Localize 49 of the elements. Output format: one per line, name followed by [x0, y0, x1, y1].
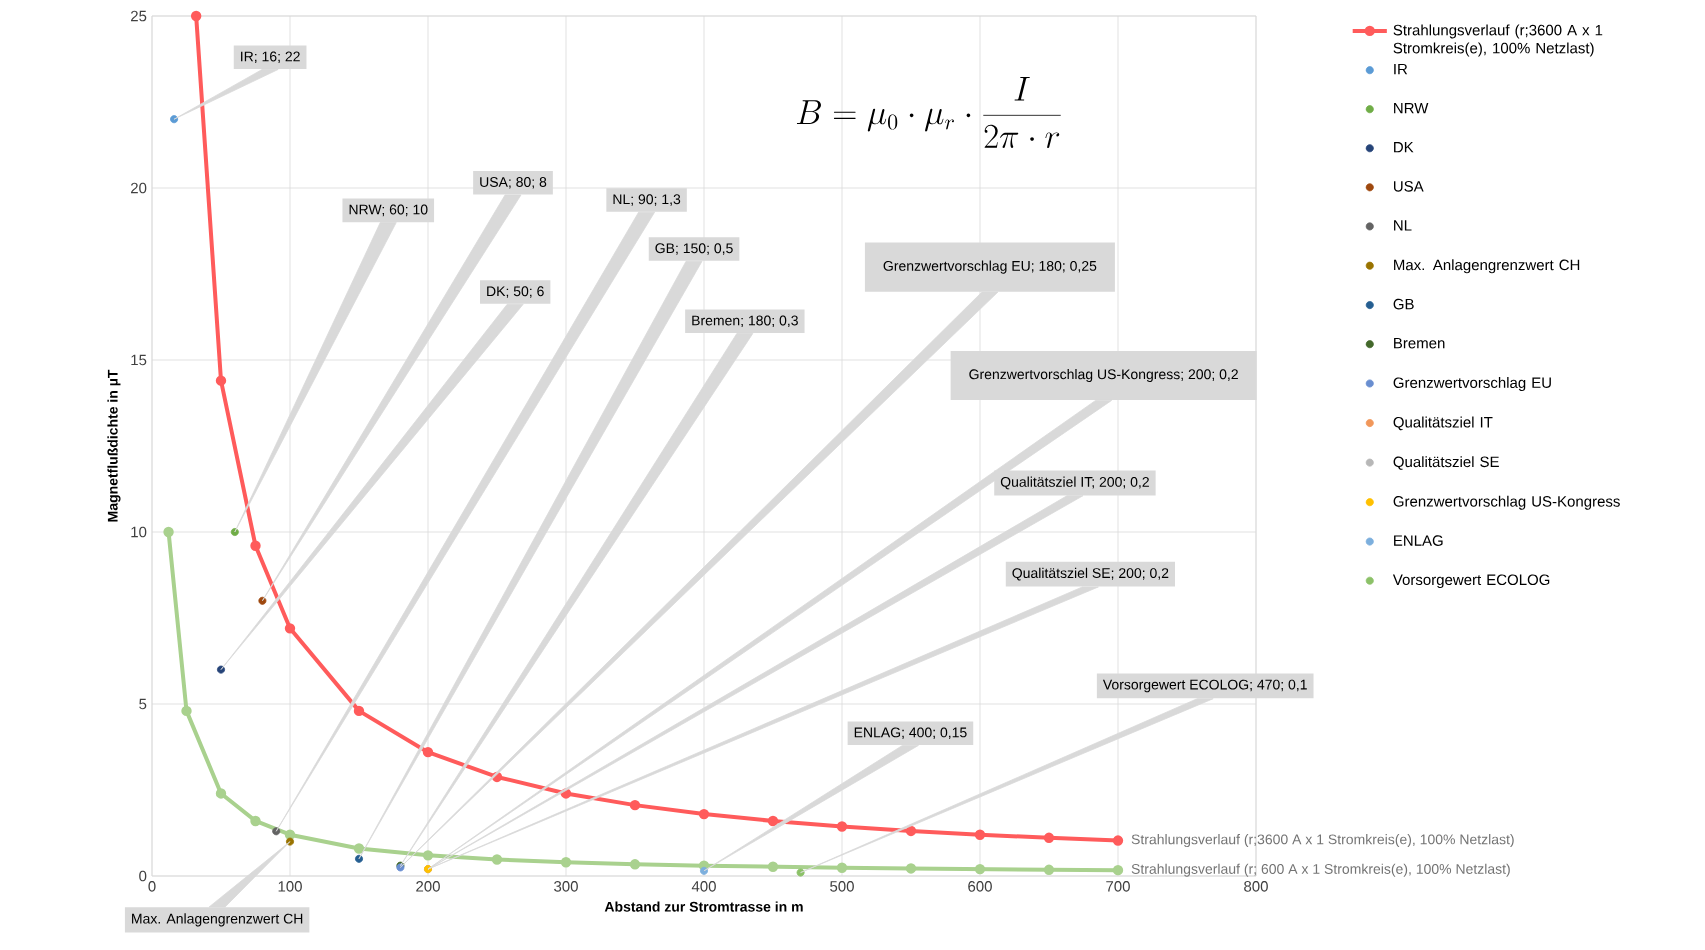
legend-label: GB	[1393, 298, 1414, 310]
y-tick-label: 15	[131, 354, 147, 366]
legend-label: Grenzwertvorschlag EU	[1393, 377, 1551, 391]
y-axis-title: Magnetflußdichte in µT	[107, 369, 121, 522]
legend-label: Strahlungsverlauf (r;3600 A x 1 Stromkreis(e), 100% Netzlast)	[1393, 24, 1603, 57]
x-tick-label: 400	[691, 881, 716, 892]
y-tick-label: 25	[131, 10, 147, 22]
x-tick-label: 700	[1106, 881, 1130, 892]
legend-label: Bremen	[1394, 337, 1445, 349]
annotation: Grenzwertvorschlag EU; 180; 0,25	[883, 260, 1097, 274]
x-tick-label: 100	[278, 881, 302, 892]
legend-label: USA	[1394, 181, 1424, 192]
annotation: DK; 50; 6	[487, 286, 544, 298]
annotation: $B = \mu_0 \cdot \mu_r \cdot \frac{I}{2\pi \cdot r}$	[796, 76, 1061, 149]
y-tick-label: 10	[131, 526, 147, 538]
y-tick-label: 20	[131, 182, 147, 194]
legend-label: Vorsorgewert ECOLOG	[1392, 574, 1550, 589]
x-tick-label: 600	[968, 881, 992, 892]
y-tick-label: 0	[139, 870, 147, 882]
annotation: Qualitätsziel IT; 200; 0,2	[1000, 476, 1149, 490]
annotation: GB; 150; 0,5	[655, 243, 733, 255]
text: Max. Anlagengrenzwert CH	[132, 913, 303, 927]
legend-label: Qualitätsziel SE	[1393, 456, 1499, 470]
annotation: Grenzwertvorschlag US-Kongress; 200; 0,2	[969, 368, 1238, 383]
x-tick-label: 200	[416, 881, 440, 892]
annotation: Qualitätsziel SE; 200; 0,2	[1012, 567, 1169, 581]
annotation: Strahlungsverlauf (r;3600 A x 1 Stromkreis(e), 100% Netzlast)	[1131, 834, 1514, 848]
x-tick-label: 500	[830, 881, 854, 892]
annotation: Vorsorgewert ECOLOG; 470; 0,1	[1102, 679, 1307, 693]
annotation: NL; 90; 1,3	[613, 194, 681, 206]
legend-label: Max. Anlagengrenzwert CH	[1394, 259, 1580, 274]
legend-label: IR	[1394, 63, 1408, 75]
x-tick-label: 0	[148, 881, 156, 892]
legend-label: NL	[1394, 220, 1412, 231]
legend-label: NRW	[1394, 103, 1429, 114]
x-axis-title: Abstand zur Stromtrasse in m	[604, 901, 803, 912]
annotation: NRW; 60; 10	[349, 204, 428, 217]
legend-label: Qualitätsziel IT	[1393, 416, 1493, 431]
x-tick-label: 800	[1244, 881, 1268, 892]
legend-label: Grenzwertvorschlag US-Kongress	[1393, 495, 1620, 510]
y-tick-label: 5	[139, 698, 147, 710]
annotation: IR; 16; 22	[241, 51, 300, 64]
x-tick-label: 300	[554, 881, 578, 892]
annotation: Bremen; 180; 0,3	[692, 315, 798, 328]
annotation: USA; 80; 8	[480, 177, 547, 189]
annotation: Strahlungsverlauf (r; 600 A x 1 Stromkreis(e), 100% Netzlast)	[1131, 863, 1510, 877]
legend-label: ENLAG	[1394, 535, 1443, 546]
annotation: ENLAG; 400; 0,15	[854, 727, 967, 740]
legend-label: DK	[1394, 142, 1414, 153]
